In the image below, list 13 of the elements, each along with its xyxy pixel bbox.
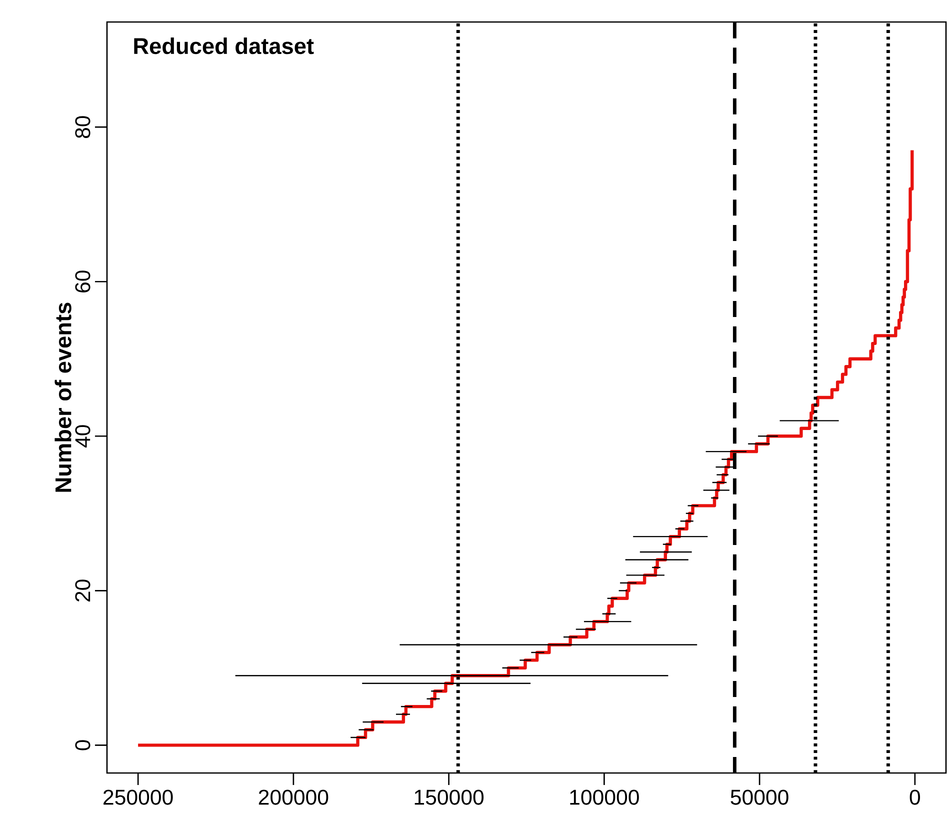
y-tick-label: 40	[75, 425, 90, 448]
x-tick-label: 100000	[570, 790, 639, 805]
y-tick-label: 80	[75, 116, 90, 138]
y-tick-label: 60	[75, 270, 90, 292]
text: Reduced dataset	[134, 37, 314, 54]
x-tick-label: 150000	[414, 790, 484, 805]
y-tick-label: 20	[75, 580, 90, 602]
y-axis-title: Number of events	[54, 302, 72, 492]
y-tick-label: 0	[75, 740, 90, 750]
x-tick-label: 0	[910, 790, 920, 805]
x-tick-label: 50000	[730, 790, 788, 805]
x-tick-label: 250000	[104, 790, 173, 805]
x-tick-label: 200000	[258, 790, 328, 805]
